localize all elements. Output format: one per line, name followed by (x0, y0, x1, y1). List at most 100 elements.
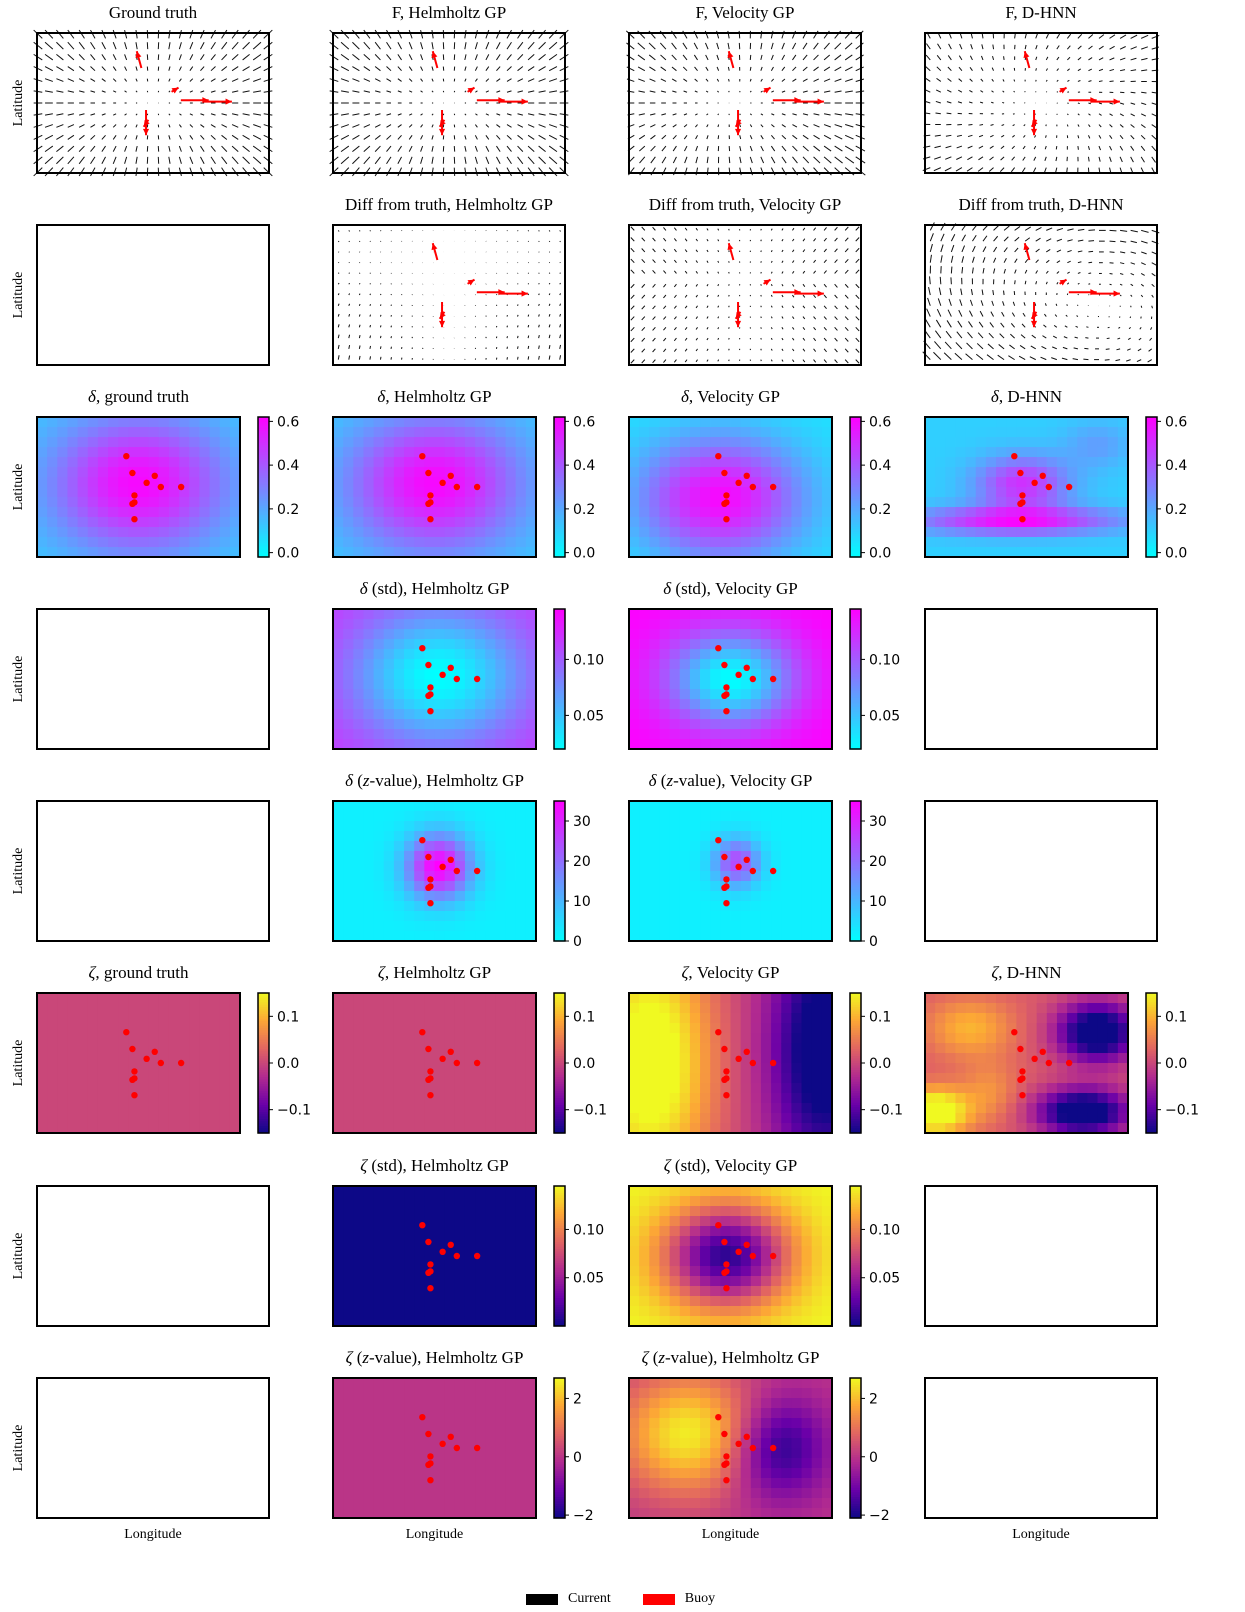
panel-r2-c1-cell (373, 497, 385, 508)
panel-r2-c1-cell (373, 477, 385, 488)
panel-r1-c3-vector (1141, 240, 1148, 244)
panel-r3-c2-cell (801, 679, 813, 690)
panel-r2-c3-colorbar-step (1146, 473, 1157, 476)
panel-r3-c1-cell (454, 709, 466, 720)
panel-r1-c2-vector (781, 260, 784, 263)
panel-r1-c3-vector (1130, 229, 1138, 233)
panel-r0-c2-vector (760, 90, 763, 93)
panel-r0-c1-vector (506, 145, 512, 152)
panel-r2-c2-cell (821, 467, 833, 478)
panel-r3-c1-cell (464, 689, 476, 700)
panel-r3-c2-cell (821, 719, 833, 730)
panel-r2-c2-colorbar-step (850, 531, 861, 535)
panel-r1-c3-vector (993, 235, 999, 242)
panel-r1-c2-vector (855, 348, 860, 353)
panel-r0-c3-vector (1056, 56, 1060, 61)
panel-r2-c0-cell (229, 507, 241, 518)
panel-r0-c0-vector (189, 156, 194, 164)
panel-r2-c3-cell (945, 487, 957, 498)
panel-r4-c1-colorbar-step (554, 924, 565, 928)
panel-r1-c3-vector (933, 351, 942, 360)
panel-r3-c1-cell (424, 739, 436, 750)
panel-r4-c1-cell (393, 881, 405, 892)
panel-r4-c2-cell (811, 821, 823, 832)
panel-r4-c1-cell (393, 931, 405, 942)
panel-r4-c1-cell (424, 861, 436, 872)
panel-r0-c2-vector (649, 90, 656, 93)
panel-r4-c1-cell (475, 931, 486, 942)
panel-r4-c2-cell (720, 811, 732, 822)
panel-r1-c1-vector (548, 324, 551, 328)
panel-r3-c1-cell (343, 739, 354, 750)
panel-r2-c1-colorbar-step (554, 466, 565, 469)
panel-r4-c2-cell (771, 871, 782, 882)
panel-r2-c0-cell (67, 427, 79, 438)
panel-r0-c3-vector (1077, 135, 1080, 139)
panel-r2-c3-cell (955, 517, 967, 528)
panel-r0-c2-vector (792, 134, 798, 140)
panel-r0-c0-vector (56, 156, 64, 165)
panel-r2-c1-cell (434, 497, 446, 508)
panel-r3-c1-cell (444, 619, 456, 630)
panel-r0-c3-vector (1141, 46, 1148, 50)
panel-r2-c3-cell (945, 437, 957, 448)
panel-r1-c1-vector (517, 304, 519, 306)
panel-r2-c3-cell (1097, 547, 1109, 558)
panel-r2-c0-cell (128, 437, 140, 448)
panel-r3-c1-cell (333, 719, 344, 730)
panel-r4-c2-cell (771, 831, 782, 842)
panel-r3-c1-cell (373, 609, 385, 620)
panel-r1-c1-vector (337, 282, 340, 285)
panel-r2-c1-cell (424, 457, 436, 468)
panel-r2-c0-cell (118, 487, 129, 498)
panel-r0-c1-vector (386, 113, 392, 116)
panel-r0-c0-vector (242, 90, 250, 93)
panel-r4-c1-cell (353, 911, 365, 922)
panel-r2-c3-colorbar-step (1146, 477, 1157, 481)
panel-r4-c1-colorbar-tick-label: 0 (573, 934, 582, 950)
panel-r4-c1-cell (383, 841, 395, 852)
panel-r0-c0-vector (79, 113, 85, 116)
panel-r3-c2-colorbar-step (850, 644, 861, 647)
panel-r3-c2-cell (740, 669, 752, 680)
panel-r1-c3-vector (1117, 337, 1121, 340)
panel-r1-c3-vector (1064, 325, 1068, 328)
panel-r1-c1-vector (358, 345, 361, 349)
panel-r0-c1-vector (352, 145, 360, 153)
panel-r2-c2-colorbar-step (850, 463, 861, 467)
panel-r4-c2-cell (669, 851, 681, 862)
panel-r2-c1-cell (454, 487, 466, 498)
panel-r0-c2-vector (813, 90, 820, 93)
panel-r4-c2-cell (730, 911, 742, 922)
panel-r4-c1-cell (505, 821, 517, 832)
panel-r3-c1-colorbar-step (554, 611, 565, 615)
panel-r4-c2-heatmap (629, 801, 833, 942)
panel-r3-c2-cell (710, 609, 721, 620)
panel-r2-c1-cell (353, 477, 365, 488)
panel-r4-c2-cell (760, 881, 772, 892)
panel-r3-c1-cell (464, 699, 476, 710)
panel-r2-c0-cell (158, 457, 170, 468)
panel-r2-c0-cell (67, 457, 79, 468)
panel-r0-c1-vector (340, 124, 349, 128)
panel-r1-c3-vector (944, 341, 952, 350)
panel-r4-c2-cell (771, 921, 782, 932)
panel-r0-c3-vector (1045, 91, 1048, 93)
panel-r3-c2-cell (649, 629, 661, 640)
panel-r2-c1-cell (333, 547, 344, 558)
panel-r0-c3-vector (1021, 167, 1026, 173)
panel-r4-c1-cell (373, 831, 385, 842)
panel-r0-c3-vector (1140, 145, 1146, 152)
panel-r0-c0-quiver (33, 29, 273, 177)
panel-r3-c2-cell (669, 739, 681, 750)
panel-r2-c2-cell (760, 497, 772, 508)
panel-r4-c1-cell (485, 871, 496, 882)
panel-r0-c0-vector (56, 145, 64, 153)
panel-r3-c1-cell (464, 639, 476, 650)
panel-r2-c3-cell (1026, 537, 1038, 548)
panel-r2-c2-cell (760, 417, 772, 428)
panel-r2-c2-cell (811, 517, 823, 528)
panel-r2-c1-colorbar-step (554, 417, 565, 420)
panel-r1-c3-vector (1077, 293, 1079, 296)
panel-r0-c3-vector (980, 78, 984, 82)
